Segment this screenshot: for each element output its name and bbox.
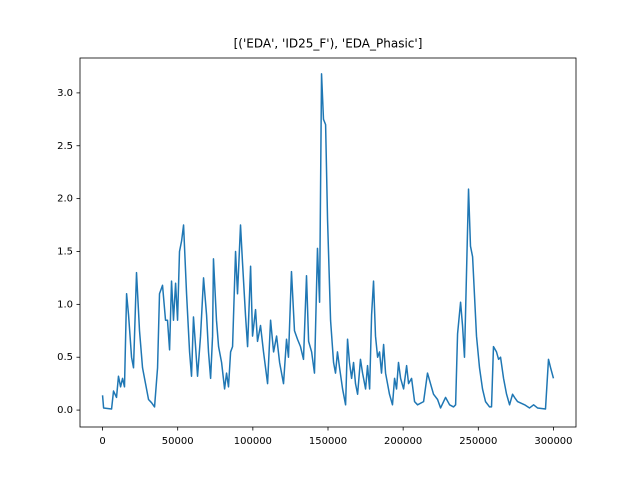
x-tick-label: 200000 <box>384 436 422 447</box>
y-tick-label: 0.0 <box>57 405 73 416</box>
x-tick-label: 0 <box>99 436 105 447</box>
y-tick-label: 1.0 <box>57 299 73 310</box>
y-tick-label: 0.5 <box>57 352 73 363</box>
x-tick-label: 150000 <box>309 436 347 447</box>
x-tick-label: 50000 <box>162 436 194 447</box>
x-tick-label: 250000 <box>459 436 497 447</box>
x-tick-label: 100000 <box>234 436 272 447</box>
chart-title: [('EDA', 'ID25_F'), 'EDA_Phasic'] <box>234 37 423 51</box>
axes-frame <box>79 57 577 428</box>
y-tick-label: 1.5 <box>57 246 73 257</box>
x-tick-label: 300000 <box>534 436 572 447</box>
data-line <box>101 73 555 410</box>
y-tick-label: 2.5 <box>57 141 73 152</box>
y-tick-label: 2.0 <box>57 194 73 205</box>
y-tick-label: 3.0 <box>57 88 73 99</box>
